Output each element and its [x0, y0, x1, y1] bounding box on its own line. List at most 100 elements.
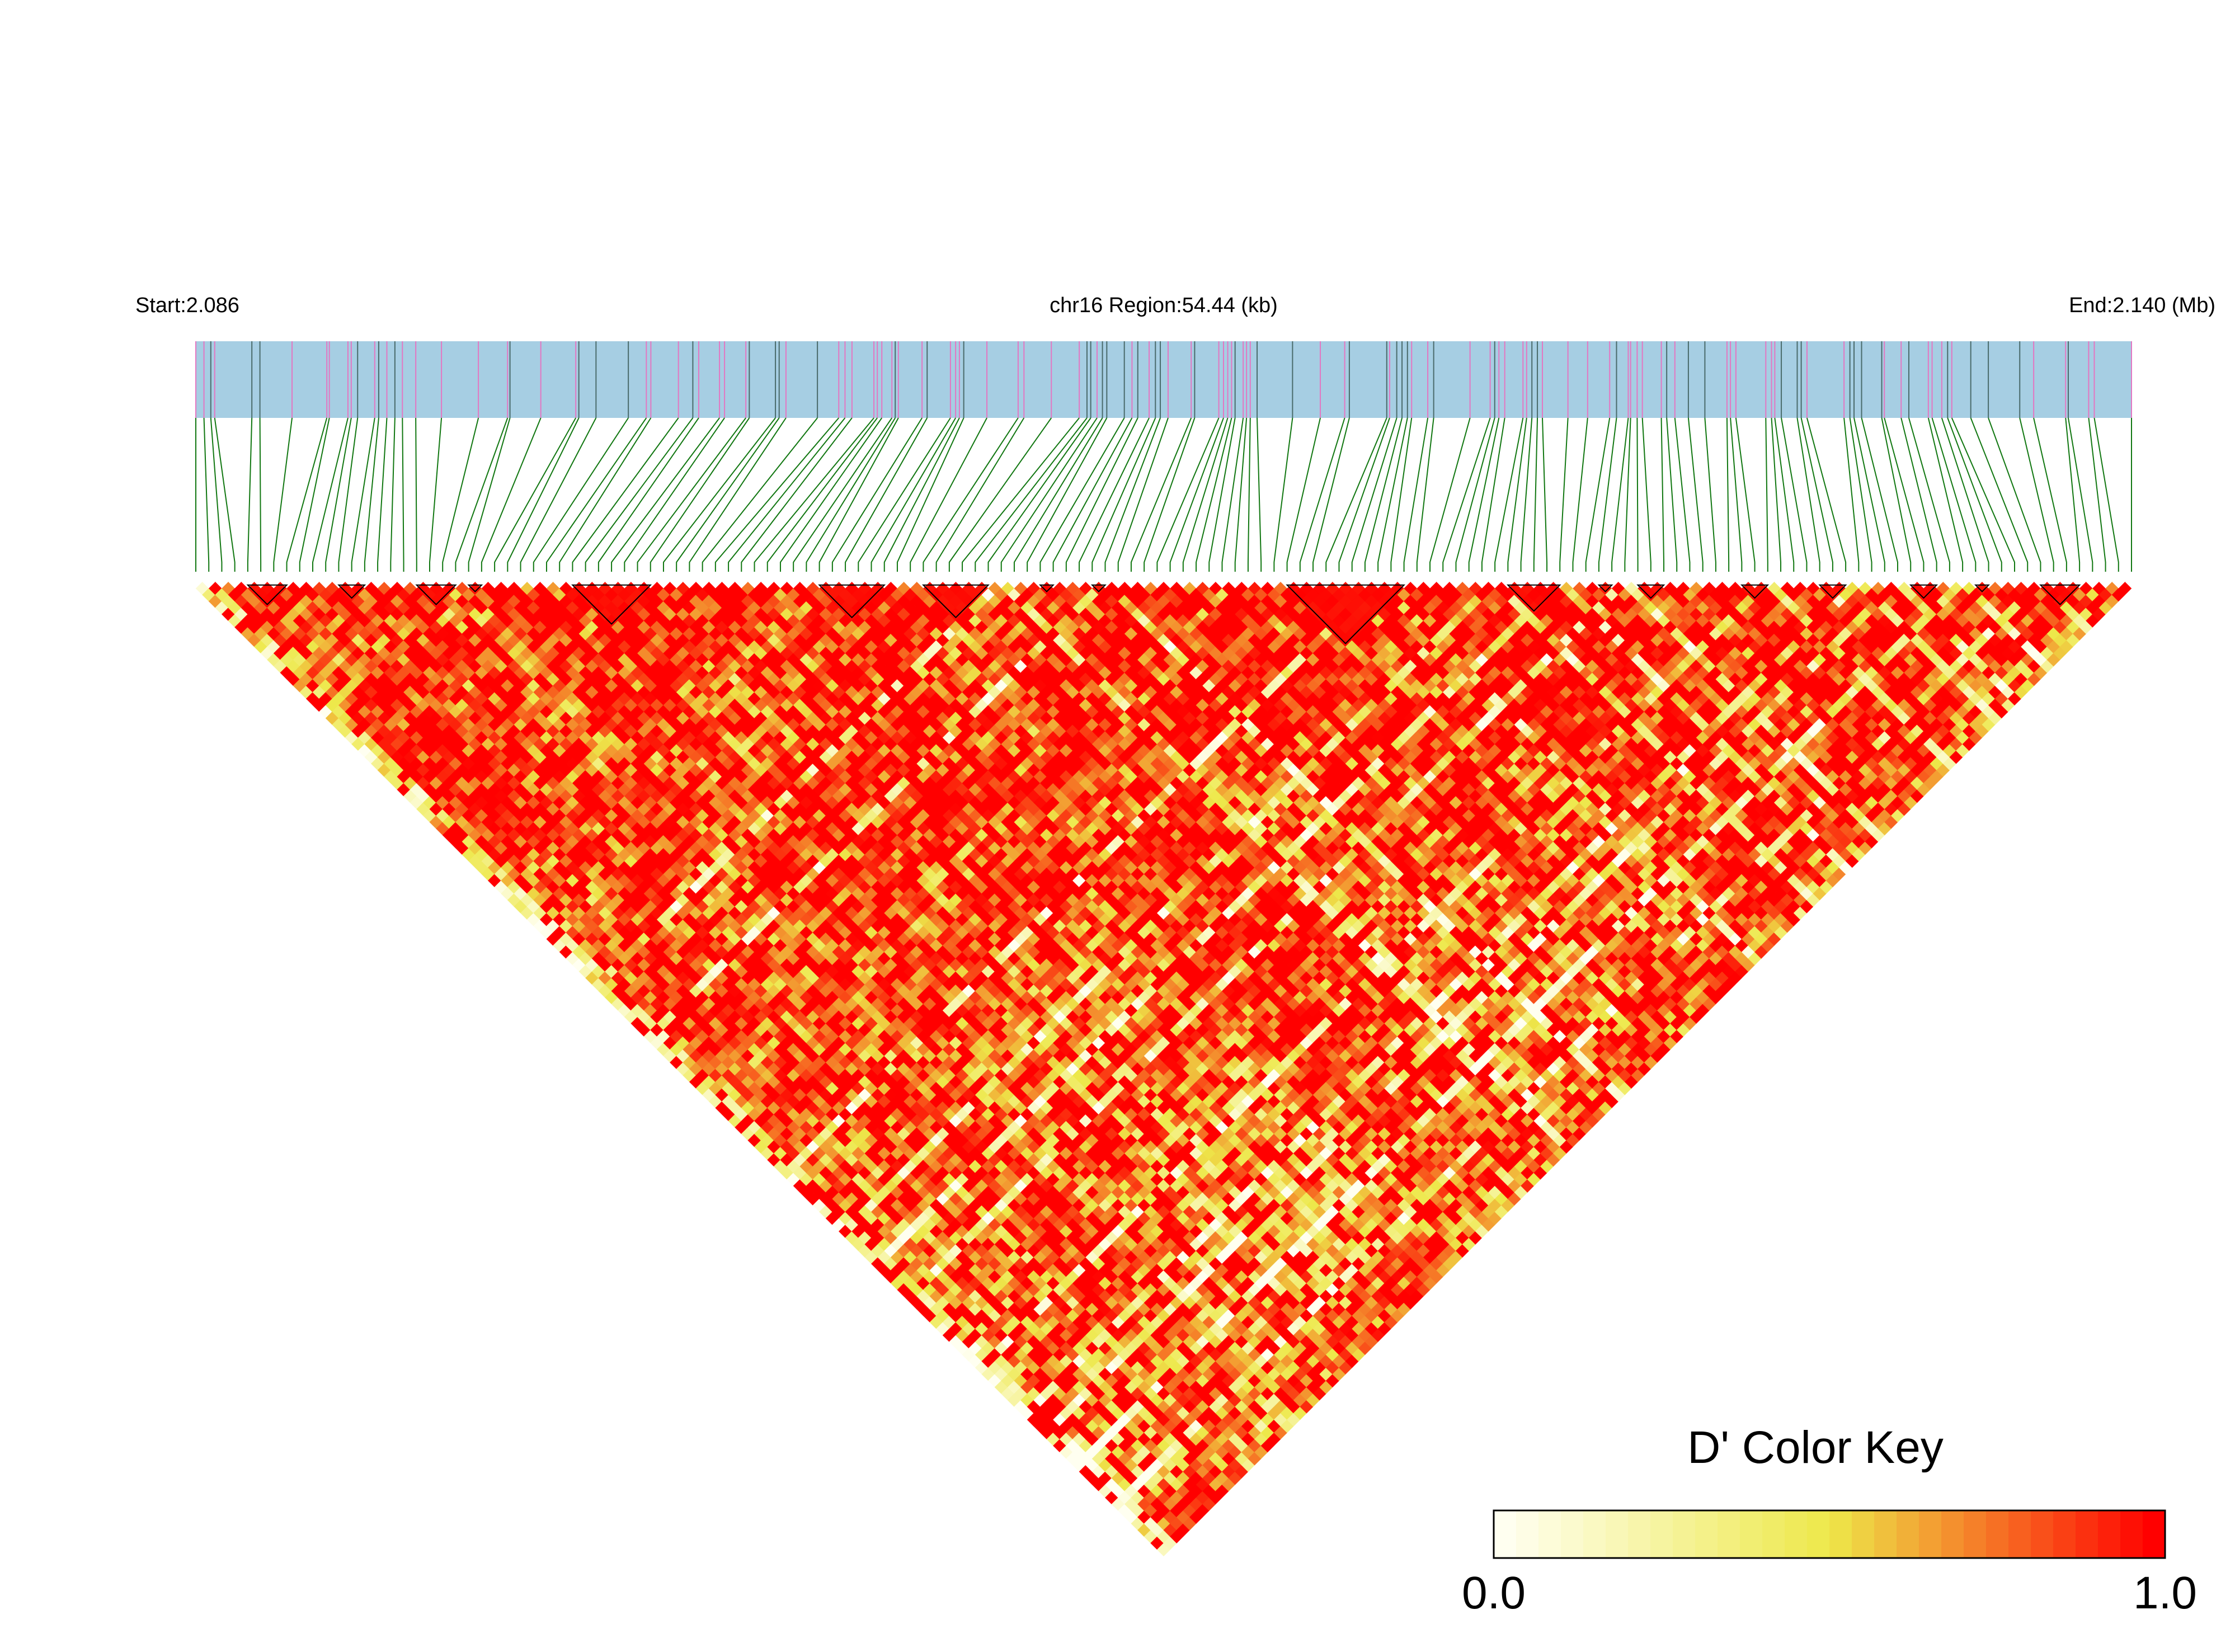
snp-connector-line: [1130, 417, 1192, 572]
snp-connector-line: [1947, 417, 2002, 572]
snp-connector-line: [1286, 417, 1321, 572]
snp-connector-line: [1247, 417, 1251, 572]
snp-connector-line: [273, 417, 293, 572]
snp-connector-line: [597, 417, 699, 572]
snp-connector-line: [883, 417, 960, 572]
snp-connector-line: [1624, 417, 1631, 572]
snp-connector-line: [1796, 417, 1820, 572]
snp-connector-line: [481, 417, 542, 572]
snp-connector-line: [415, 417, 417, 572]
snp-connector-line: [1520, 417, 1533, 572]
snp-connector-line: [1091, 417, 1156, 572]
snp-connector-line: [1687, 417, 1704, 572]
snp-connector-line: [1494, 417, 1524, 572]
snp-connector-line: [831, 417, 923, 572]
snp-connector-line: [2088, 417, 2106, 572]
snp-connector-line: [1169, 417, 1224, 572]
snp-connector-line: [247, 417, 253, 572]
snp-connector-line: [1735, 417, 1756, 572]
snp-connector-line: [1559, 417, 1569, 572]
snp-connector-line: [1221, 417, 1244, 572]
snp-connector-line: [214, 417, 236, 572]
snp-connector-line: [1013, 417, 1103, 572]
snp-connector-line: [325, 417, 352, 572]
snp-connector-line: [1572, 417, 1588, 572]
snp-connector-line: [1771, 417, 1782, 572]
snp-connector-line: [1660, 417, 1665, 572]
snp-connector-line: [1027, 417, 1108, 572]
snp-connector-line: [1416, 417, 1434, 572]
snp-connector-line: [766, 417, 878, 572]
snp-connector-line: [559, 417, 652, 572]
snp-connector-line: [1208, 417, 1236, 572]
snp-connector-line: [1908, 417, 1950, 572]
snp-connector-line: [1052, 417, 1133, 572]
snp-connector-line: [1765, 417, 1768, 572]
snp-connector-line: [779, 417, 883, 572]
snp-connector-line: [975, 417, 1088, 572]
snp-connector-line: [2067, 417, 2093, 572]
snp-connector-line: [1726, 417, 1730, 572]
snp-connector-line: [1853, 417, 1885, 572]
snp-connector-line: [286, 417, 328, 572]
snp-connector-line: [1541, 417, 1548, 572]
snp-connector-line: [1611, 417, 1629, 572]
snp-connector-line: [1182, 417, 1229, 572]
snp-connector-line: [1704, 417, 1716, 572]
region-title: chr16 Region:54.44 (kb): [1050, 294, 1278, 317]
snp-connector-line: [390, 417, 396, 572]
snp-connector-line: [572, 417, 679, 572]
snp-connector-line: [1585, 417, 1611, 572]
snp-connector-line: [545, 417, 647, 572]
snp-connector-line: [818, 417, 899, 572]
snp-connector-line: [676, 417, 780, 572]
snp-connector-line: [507, 417, 580, 572]
snp-connector-line: [1730, 417, 1743, 572]
snp-connector-line: [689, 417, 787, 572]
snp-connector-line: [1312, 417, 1350, 572]
snp-connector-line: [1403, 417, 1429, 572]
snp-connector-line: [845, 417, 928, 572]
snp-connector-line: [2019, 417, 2054, 572]
snp-connector-line: [1156, 417, 1220, 572]
snp-connector-line: [351, 417, 375, 572]
snp-connector-line: [468, 417, 511, 572]
snp-connector-line: [1674, 417, 1691, 572]
snp-connector-line: [624, 417, 725, 572]
snp-connector-line: [210, 417, 223, 572]
snp-connector-line: [1234, 417, 1248, 572]
snp-connector-line: [1806, 417, 1847, 572]
snp-connector-line: [520, 417, 597, 572]
snp-connector-line: [1442, 417, 1491, 572]
snp-connector-line: [637, 417, 746, 572]
snp-connector-line: [858, 417, 951, 572]
snp-connector-line: [338, 417, 359, 572]
snp-connector-line: [1104, 417, 1161, 572]
snp-connector-line: [1941, 417, 1989, 572]
snp-connector-line: [1931, 417, 1977, 572]
snp-connector-line: [442, 417, 479, 572]
snp-connector-line: [1299, 417, 1345, 572]
snp-connector-line: [1351, 417, 1398, 572]
snp-connector-line: [402, 417, 404, 572]
snp-connector-line: [948, 417, 1052, 572]
snp-connector-line: [741, 417, 853, 572]
snp-connector-line: [377, 417, 388, 572]
snp-connector-line: [793, 417, 893, 572]
snp-connector-line: [1065, 417, 1138, 572]
snp-connector-line: [455, 417, 509, 572]
snp-connector-line: [1951, 417, 2016, 572]
snp-connector-line: [2065, 417, 2081, 572]
snp-connector-line: [1598, 417, 1617, 572]
snp-connector-line: [1117, 417, 1169, 572]
snp-connector-line: [702, 417, 818, 572]
snp-track-bar: [196, 341, 2132, 418]
snp-connector-line: [662, 417, 776, 572]
snp-connector-line: [910, 417, 987, 572]
snp-connector-line: [896, 417, 964, 572]
snp-connector-line: [871, 417, 956, 572]
snp-connector-line: [364, 417, 379, 572]
snp-connector-line: [1533, 417, 1538, 572]
snp-connector-line: [1257, 417, 1262, 572]
